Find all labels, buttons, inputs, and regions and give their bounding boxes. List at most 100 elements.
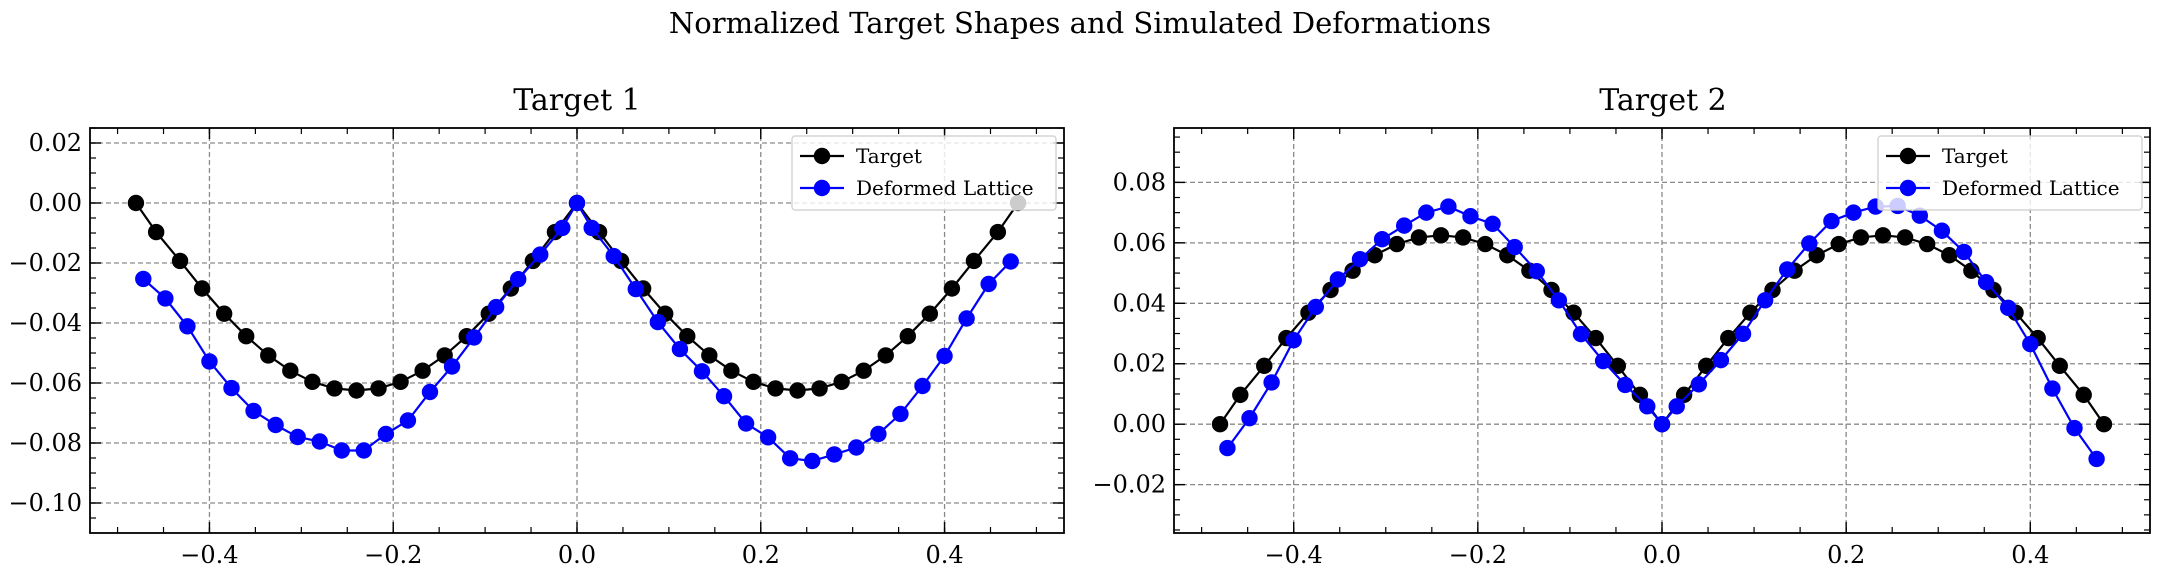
chart-title-target-1: Target 1	[513, 83, 641, 118]
data-point	[1712, 351, 1730, 369]
minor-ticks	[1174, 128, 2150, 533]
x-tick-label: −0.2	[364, 541, 422, 569]
data-point	[943, 280, 961, 297]
legend-marker	[1899, 147, 1917, 165]
data-point	[1432, 227, 1450, 244]
legend-label: Target	[856, 144, 922, 168]
y-tick-label: 0.04	[1113, 289, 1166, 317]
data-point	[201, 353, 218, 370]
data-point	[715, 388, 733, 405]
data-point	[1609, 357, 1627, 375]
major-ticks: −0.4 −0.2 0.0 0.2 0.4 −0.10 −0.08 −0.06 −0.04 −0.…	[8, 128, 1064, 569]
legend-marker	[813, 179, 831, 197]
data-point	[1808, 247, 1825, 264]
data-point	[936, 347, 953, 365]
data-point	[877, 347, 894, 364]
data-point	[127, 194, 145, 212]
data-point	[1911, 207, 1929, 224]
data-point	[781, 450, 799, 467]
data-point	[532, 246, 549, 263]
data-point	[465, 329, 483, 346]
data-point	[1211, 415, 1229, 433]
data-point	[1550, 292, 1568, 309]
data-point	[355, 442, 373, 459]
data-point	[1616, 376, 1634, 394]
y-tick-label: −0.02	[1092, 471, 1166, 499]
data-point	[1779, 261, 1796, 278]
data-point	[414, 362, 431, 379]
data-point	[1351, 250, 1369, 268]
data-point	[855, 362, 872, 379]
y-tick-label: −0.04	[8, 309, 82, 337]
data-point	[583, 219, 600, 237]
data-point	[833, 373, 850, 390]
data-point	[1572, 325, 1590, 343]
data-point	[767, 380, 784, 397]
x-tick-label: 0.4	[2011, 541, 2049, 569]
major-ticks: −0.4 −0.2 0.0 0.2 0.4 −0.02 0.00 0.02 0.04 0.06 0.…	[1092, 128, 2150, 569]
data-point	[1373, 231, 1391, 248]
data-point	[147, 223, 165, 241]
data-point	[421, 383, 439, 401]
data-point	[1232, 386, 1249, 404]
data-point	[348, 382, 365, 399]
data-point	[1639, 398, 1656, 415]
data-point	[627, 280, 645, 298]
legend-box	[1877, 135, 2143, 211]
axes-frame	[1173, 127, 2151, 534]
data-point	[568, 194, 586, 212]
legend-label: Target	[1942, 144, 2008, 168]
x-tick-label: 0.4	[925, 541, 963, 569]
series-deformed-lattice	[1219, 197, 2105, 468]
data-point	[701, 347, 718, 364]
data-point	[1697, 357, 1715, 375]
y-tick-label: −0.08	[8, 429, 82, 457]
data-point	[1941, 247, 1958, 264]
data-point	[304, 373, 321, 390]
axes-frame	[89, 127, 1065, 534]
data-point	[1594, 352, 1612, 370]
series-deformed-lattice	[135, 194, 1019, 470]
data-point	[1002, 253, 1019, 270]
data-point	[899, 328, 916, 345]
data-point	[1263, 374, 1280, 391]
data-point	[1933, 222, 1951, 239]
data-point	[759, 429, 777, 446]
data-point	[2066, 419, 2083, 437]
data-point	[370, 380, 387, 397]
data-point	[1484, 215, 1501, 233]
data-point	[487, 298, 505, 316]
chart-title-target-2: Target 2	[1599, 83, 1727, 118]
legend-label: Deformed Lattice	[856, 176, 1034, 200]
chart-panel-target-1: Target 1 −0.4 −0.2 0.0 0.2 0.4 −0.10 −0.08 −0.0…	[8, 83, 1065, 569]
data-point	[989, 223, 1007, 241]
data-point	[693, 363, 711, 380]
data-point	[1734, 325, 1752, 343]
data-point	[2022, 335, 2039, 353]
data-point	[649, 313, 667, 331]
data-point	[605, 247, 622, 265]
data-point	[1720, 329, 1737, 347]
data-point	[1440, 198, 1457, 215]
legend-box	[791, 135, 1057, 211]
y-tick-label: −0.10	[8, 489, 82, 517]
data-point	[193, 280, 211, 297]
data-point	[1307, 298, 1324, 316]
data-point	[804, 452, 821, 470]
data-point	[223, 379, 240, 397]
data-point	[1874, 227, 1892, 244]
figure-suptitle: Normalized Target Shapes and Simulated D…	[669, 6, 1491, 40]
data-point	[157, 290, 174, 307]
legend: Target Deformed Lattice	[1877, 135, 2143, 211]
data-point	[1690, 376, 1708, 393]
data-point	[1506, 238, 1523, 256]
y-tick-label: 0.02	[1113, 350, 1166, 378]
data-point	[399, 412, 417, 429]
data-point	[870, 425, 887, 443]
chart-panel-target-2: Target 2 −0.4 −0.2 0.0 0.2 0.4 −0.02 0.00 0.02 0…	[1092, 83, 2151, 569]
y-tick-label: 0.06	[1113, 229, 1166, 257]
data-point	[377, 425, 395, 443]
data-point	[679, 328, 696, 345]
data-point	[1653, 415, 1671, 433]
y-tick-label: 0.08	[1113, 168, 1166, 196]
